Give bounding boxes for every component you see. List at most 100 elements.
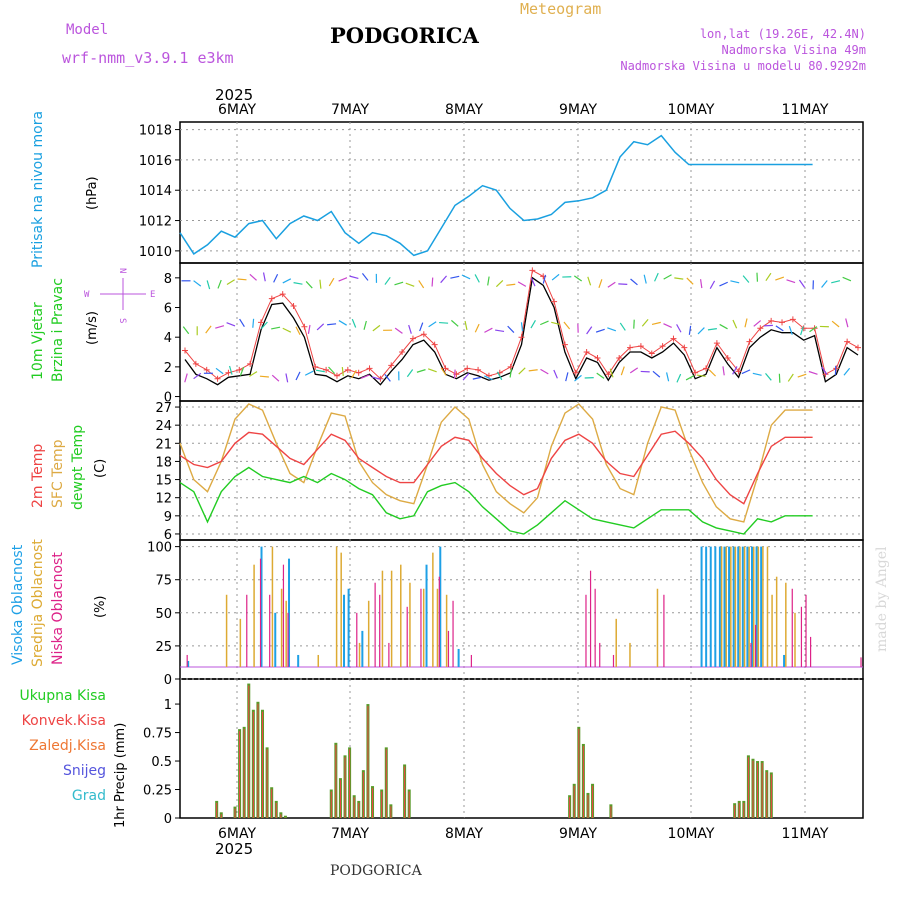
- mid-cloud-bar: [381, 570, 384, 667]
- gust-marker: [583, 349, 590, 356]
- conv-precip-bar: [275, 802, 277, 818]
- wind-arrow: [540, 320, 549, 326]
- wind-arrow: [431, 277, 434, 287]
- wind-arrow: [295, 371, 301, 381]
- dewpt-line: [179, 466, 813, 535]
- low-cloud-bar: [585, 594, 587, 667]
- wind-arrow: [719, 281, 728, 287]
- wind-arrow: [530, 277, 536, 287]
- high-cloud-bar: [361, 630, 364, 667]
- compass-s: S: [117, 318, 127, 323]
- mid-cloud-bar: [775, 576, 778, 667]
- mid-cloud-bar: [771, 594, 773, 667]
- y-tick-label: 0: [164, 812, 172, 827]
- wind-arrow: [598, 279, 603, 289]
- gust-marker: [789, 316, 796, 323]
- conv-precip-bar: [390, 806, 392, 818]
- mid-cloud-bar: [656, 588, 659, 667]
- conv-precip-bar: [358, 802, 360, 818]
- gust-marker: [323, 366, 330, 373]
- mid-cloud-bar: [752, 546, 755, 667]
- wind-arrow: [405, 282, 415, 287]
- wind-arrow: [315, 369, 325, 373]
- y-tick-label: 0.25: [143, 784, 172, 799]
- low-cloud-bar: [470, 654, 472, 667]
- y-tick-label: 1010: [139, 245, 172, 260]
- wind-arrow: [831, 280, 841, 284]
- low-cloud-label: Niska Oblacnost: [50, 552, 66, 665]
- wind-arrow: [307, 324, 311, 334]
- wind-arrow: [406, 369, 414, 378]
- gust-marker: [670, 335, 677, 342]
- y-tick-label: 12: [155, 492, 172, 507]
- mid-cloud-label: Srednja Oblacnost: [30, 539, 46, 667]
- mid-cloud-bar: [762, 546, 764, 667]
- conv-precip-bar: [761, 763, 763, 818]
- wind-arrow: [787, 373, 794, 382]
- conv-precip-bar: [592, 785, 594, 818]
- conv-precip-bar: [252, 711, 254, 818]
- x-top-label: 8MAY: [445, 102, 483, 118]
- wind-arrow: [808, 370, 818, 375]
- wind-arrow: [371, 376, 381, 380]
- low-cloud-bar: [282, 564, 285, 667]
- gust-marker: [724, 354, 731, 361]
- gust-marker: [529, 267, 536, 274]
- wind-arrow: [831, 320, 840, 328]
- conv-precip-bar: [734, 805, 736, 818]
- gust-marker: [409, 335, 416, 342]
- wind-arrow: [619, 322, 626, 331]
- wind-arrow: [574, 374, 582, 382]
- high-cloud-bar: [288, 558, 291, 667]
- wind-arrow: [821, 280, 828, 288]
- wind-arrow: [259, 375, 269, 378]
- gust-marker: [551, 298, 558, 305]
- mid-cloud-bar: [730, 546, 732, 667]
- wind-arrow: [775, 276, 785, 281]
- wind-arrow: [540, 368, 549, 375]
- conv-precip-bar: [271, 789, 273, 818]
- wind-arrow: [530, 320, 536, 329]
- wind-arrow: [484, 327, 493, 333]
- mid-cloud-bar: [785, 582, 787, 667]
- wind-arrow: [753, 320, 762, 327]
- wind-arrow: [271, 326, 281, 330]
- wind-arrow: [686, 277, 694, 285]
- low-cloud-bar: [438, 576, 440, 667]
- low-cloud-bar: [612, 654, 615, 667]
- temp2m-label: 2m Temp: [30, 444, 46, 508]
- gust-marker: [507, 363, 514, 370]
- wind-arrow: [419, 322, 424, 332]
- wind-arrow: [509, 368, 513, 378]
- mid-cloud-bar: [734, 546, 737, 667]
- wind-arrow: [551, 273, 560, 281]
- mid-cloud-bar: [629, 642, 631, 667]
- wind-arrow: [775, 325, 784, 332]
- y-tick-label: 4: [164, 331, 172, 346]
- gust-marker: [637, 343, 644, 350]
- gust-marker: [703, 365, 710, 372]
- wind-arrow: [239, 318, 245, 328]
- y-tick-label: 0.75: [143, 727, 172, 742]
- gust-marker: [844, 338, 851, 345]
- wind-arrow: [349, 275, 359, 280]
- mid-cloud-bar: [340, 552, 342, 667]
- wind-arrow: [304, 370, 314, 376]
- conv-precip-bar: [349, 749, 351, 818]
- conv-precip-bar: [381, 791, 383, 818]
- wind-arrow: [495, 329, 505, 333]
- gust-marker: [431, 341, 438, 348]
- low-cloud-bar: [809, 636, 812, 667]
- low-cloud-bar: [663, 594, 665, 667]
- wind-arrow: [697, 327, 705, 335]
- conv-precip-bar: [578, 728, 580, 818]
- dewpt-label: dewpt Temp: [70, 425, 86, 510]
- wind-arrow: [319, 279, 322, 289]
- conv-precip-bar: [610, 806, 612, 818]
- wind-arrow: [709, 280, 716, 290]
- compass-n: N: [117, 268, 127, 273]
- low-cloud-bar: [791, 588, 793, 667]
- wind-arrow: [641, 319, 649, 327]
- x-top-label: 9MAY: [559, 102, 597, 118]
- gust-marker: [388, 362, 395, 369]
